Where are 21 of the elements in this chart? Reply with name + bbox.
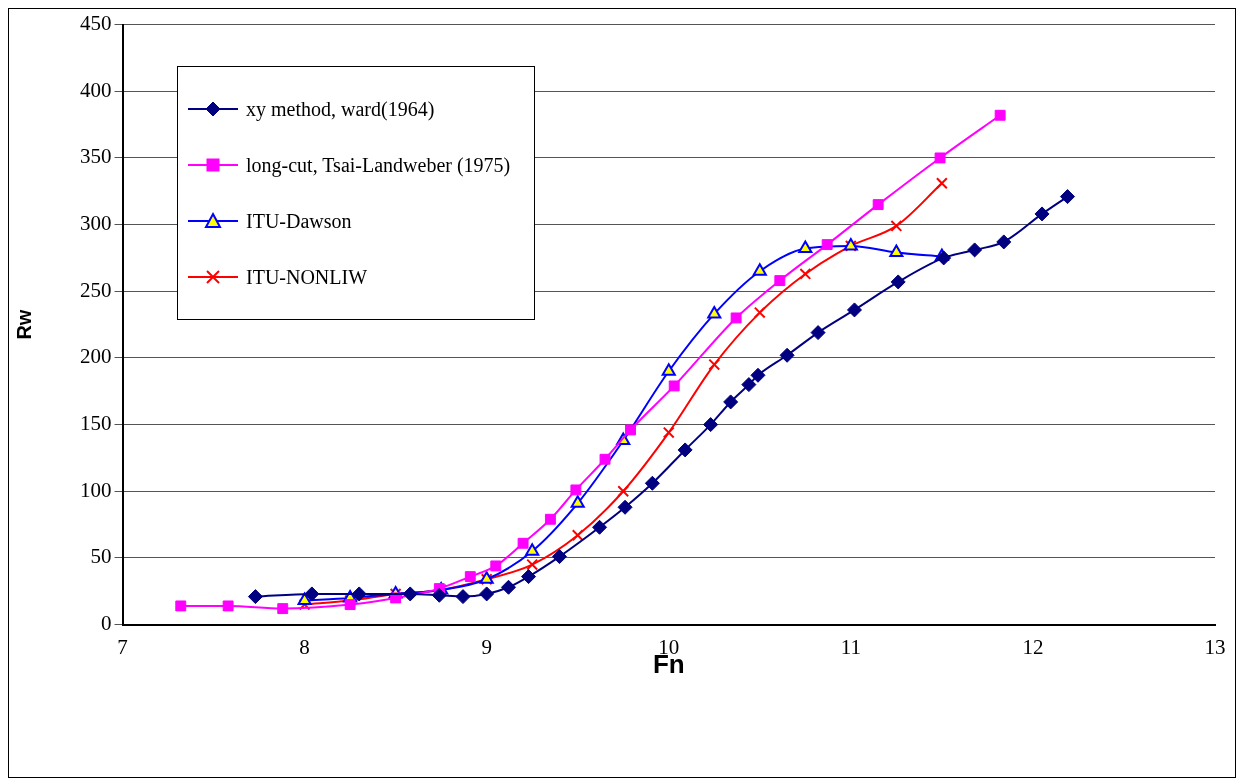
y-axis-title: Rw	[12, 309, 35, 340]
y-tick-label: 250	[80, 277, 112, 302]
x-tick-label: 13	[1204, 634, 1226, 659]
legend-label: ITU-NONLIW	[246, 265, 368, 289]
x-tick-label: 7	[117, 634, 128, 659]
y-tick-label: 0	[101, 611, 112, 636]
legend-label: ITU-Dawson	[246, 209, 352, 233]
x-tick-label: 12	[1022, 634, 1044, 659]
y-tick-label: 350	[80, 144, 112, 169]
y-tick-label: 50	[90, 544, 112, 569]
x-tick-label: 11	[840, 634, 861, 659]
legend-label: xy method, ward(1964)	[246, 97, 435, 121]
y-tick-label: 300	[80, 211, 112, 236]
y-tick-label: 450	[80, 11, 112, 36]
y-tick-label: 150	[80, 411, 112, 436]
y-tick-label: 100	[80, 477, 112, 502]
legend-label: long-cut, Tsai-Landweber (1975)	[246, 153, 511, 177]
y-tick-label: 200	[80, 344, 112, 369]
y-tick-label: 400	[80, 77, 112, 102]
x-tick-label: 9	[481, 634, 492, 659]
x-tick-label: 8	[299, 634, 310, 659]
